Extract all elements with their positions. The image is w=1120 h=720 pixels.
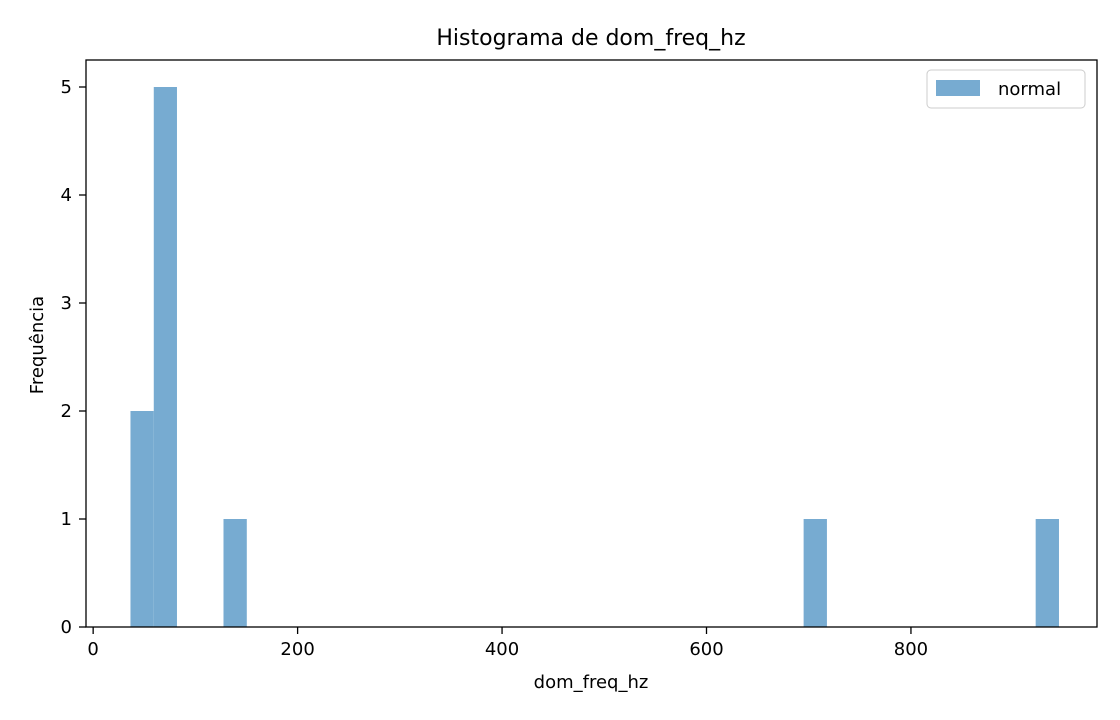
y-tick-label-0: 0 [61, 617, 72, 638]
y-axis-label: Frequência [27, 296, 48, 394]
legend: normal [926, 69, 1086, 109]
plot-frame [85, 59, 1098, 628]
y-tick-label-4: 4 [61, 185, 72, 206]
x-axis-ticks: 0 200 400 600 800 [87, 627, 928, 660]
histogram-bar-3 [803, 519, 827, 627]
x-axis-label: dom_freq_hz [534, 672, 649, 693]
chart-title: Histograma de dom_freq_hz [436, 26, 745, 51]
legend-swatch-normal [936, 80, 980, 96]
x-tick-label-0: 0 [87, 639, 98, 660]
y-tick-label-1: 1 [61, 509, 72, 530]
histogram-bar-4 [1035, 519, 1059, 627]
x-tick-label-3: 600 [689, 639, 723, 660]
y-tick-label-5: 5 [61, 77, 72, 98]
y-tick-label-2: 2 [61, 401, 72, 422]
y-tick-label-3: 3 [61, 293, 72, 314]
x-tick-label-1: 200 [280, 639, 314, 660]
legend-label-normal: normal [998, 79, 1061, 100]
bars-group [130, 87, 1059, 627]
x-tick-label-4: 800 [894, 639, 928, 660]
x-tick-label-2: 400 [485, 639, 519, 660]
y-axis-ticks: 0 1 2 3 4 5 [61, 77, 86, 638]
legend-box [926, 69, 1086, 109]
histogram-bar-2 [223, 519, 247, 627]
histogram-bar-1 [153, 87, 177, 627]
histogram-bar-0 [130, 411, 154, 627]
